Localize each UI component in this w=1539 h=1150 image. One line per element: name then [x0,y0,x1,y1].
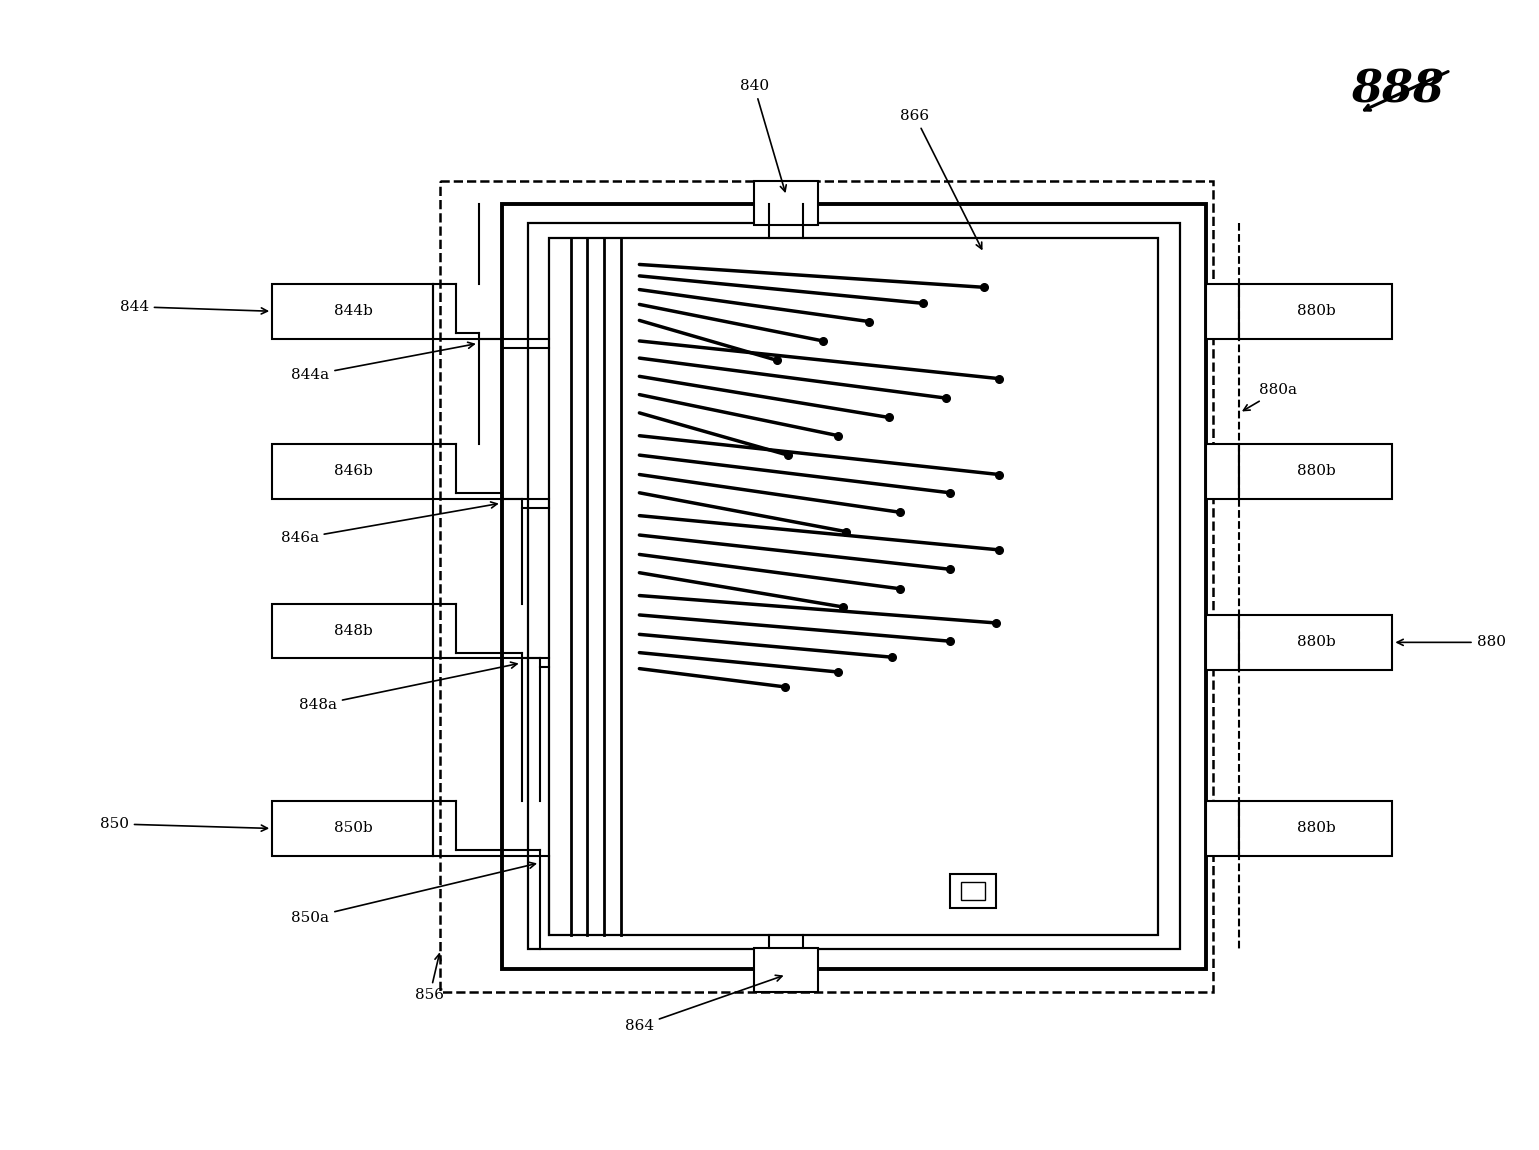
Bar [754,949,819,991]
Bar [272,604,432,658]
Text: 888: 888 [1351,68,1444,112]
Text: 856: 856 [416,954,445,1002]
Text: 846a: 846a [280,501,497,545]
Text: 880a: 880a [1244,383,1297,411]
Text: 866: 866 [900,109,982,248]
Text: 880b: 880b [1296,465,1336,478]
Text: 844a: 844a [291,343,474,382]
Bar [1205,284,1239,338]
Bar [1239,802,1393,856]
Bar [528,223,1180,950]
Text: 880b: 880b [1296,635,1336,650]
Bar [754,181,819,224]
Bar [272,444,432,498]
Text: 880: 880 [1397,635,1505,650]
Bar [1205,802,1239,856]
Text: 850b: 850b [334,821,372,835]
Bar [502,204,1205,968]
Text: 840: 840 [740,79,786,192]
Text: 850: 850 [100,816,268,831]
Text: 880b: 880b [1296,821,1336,835]
Bar [960,882,985,900]
Text: 846b: 846b [334,465,372,478]
Text: 850a: 850a [291,862,536,925]
Text: 848b: 848b [334,624,372,638]
Bar [1205,444,1239,498]
Text: 844b: 844b [334,305,372,319]
Text: 848a: 848a [299,662,517,712]
Bar [1239,284,1393,338]
Bar [1239,444,1393,498]
Text: 864: 864 [625,975,782,1033]
Text: 844: 844 [120,300,268,314]
Bar [272,284,432,338]
Bar [1239,615,1393,669]
Bar [272,802,432,856]
Bar [549,238,1159,935]
Bar [1205,615,1239,669]
Text: 880b: 880b [1296,305,1336,319]
Bar [440,181,1213,991]
Bar [950,874,996,908]
